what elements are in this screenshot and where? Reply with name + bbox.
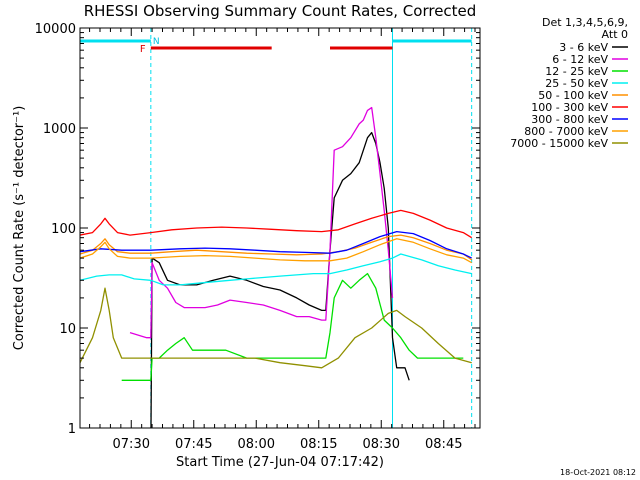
x-tick-label-3: 08:15: [300, 437, 337, 452]
legend-label-7: 800 - 7000 keV: [524, 125, 608, 138]
x-tick-label-1: 07:45: [175, 437, 212, 452]
series-group: [80, 106, 473, 428]
series-line-2: [121, 272, 464, 381]
x-tick-label-5: 08:45: [425, 437, 462, 452]
series-line-5: [80, 209, 473, 239]
y-tick-label-1: 10: [59, 322, 76, 337]
series-line-4: [80, 234, 473, 261]
legend-label-5: 100 - 300 keV: [531, 101, 608, 114]
series-line-1: [129, 106, 394, 339]
plot-area: FN: [79, 28, 473, 428]
x-tick-label-2: 08:00: [238, 437, 275, 452]
y-axis-label: Corrected Count Rate (s⁻¹ detector⁻¹): [12, 106, 27, 351]
legend-label-6: 300 - 800 keV: [531, 113, 608, 126]
legend-header-detectors: Det 1,3,4,5,6,9,: [542, 16, 628, 29]
x-tick-label-0: 07:30: [113, 437, 150, 452]
series-line-7: [80, 238, 473, 264]
legend-label-2: 12 - 25 keV: [545, 65, 608, 78]
series-line-6: [80, 230, 472, 259]
y-tick-label-4: 10000: [35, 22, 76, 37]
y-tick-label-3: 1000: [43, 122, 76, 137]
series-line-8: [80, 287, 472, 369]
x-tick-label-4: 08:30: [363, 437, 400, 452]
series-line-3: [80, 253, 472, 286]
legend-label-4: 50 - 100 keV: [538, 89, 608, 102]
legend-header-attenuator: Att 0: [602, 28, 628, 41]
y-tick-label-0: 1: [68, 422, 76, 437]
x-axis-label: Start Time (27-Jun-04 07:17:42): [176, 455, 384, 470]
footer-date: 18-Oct-2021 08:12: [560, 468, 636, 477]
legend-label-3: 25 - 50 keV: [545, 77, 608, 90]
legend-label-0: 3 - 6 keV: [559, 41, 608, 54]
legend-label-8: 7000 - 15000 keV: [510, 137, 608, 150]
fast-flag-label: F: [140, 44, 146, 55]
chart-title: RHESSI Observing Summary Count Rates, Co…: [84, 2, 477, 20]
y-tick-label-2: 100: [51, 222, 76, 237]
axes: 1 10 100 1000 10000 07:30 07:45 08:00 08:15 08:30…: [35, 22, 481, 452]
night-flag-label: N: [153, 37, 160, 47]
legend-label-1: 6 - 12 keV: [552, 53, 608, 66]
